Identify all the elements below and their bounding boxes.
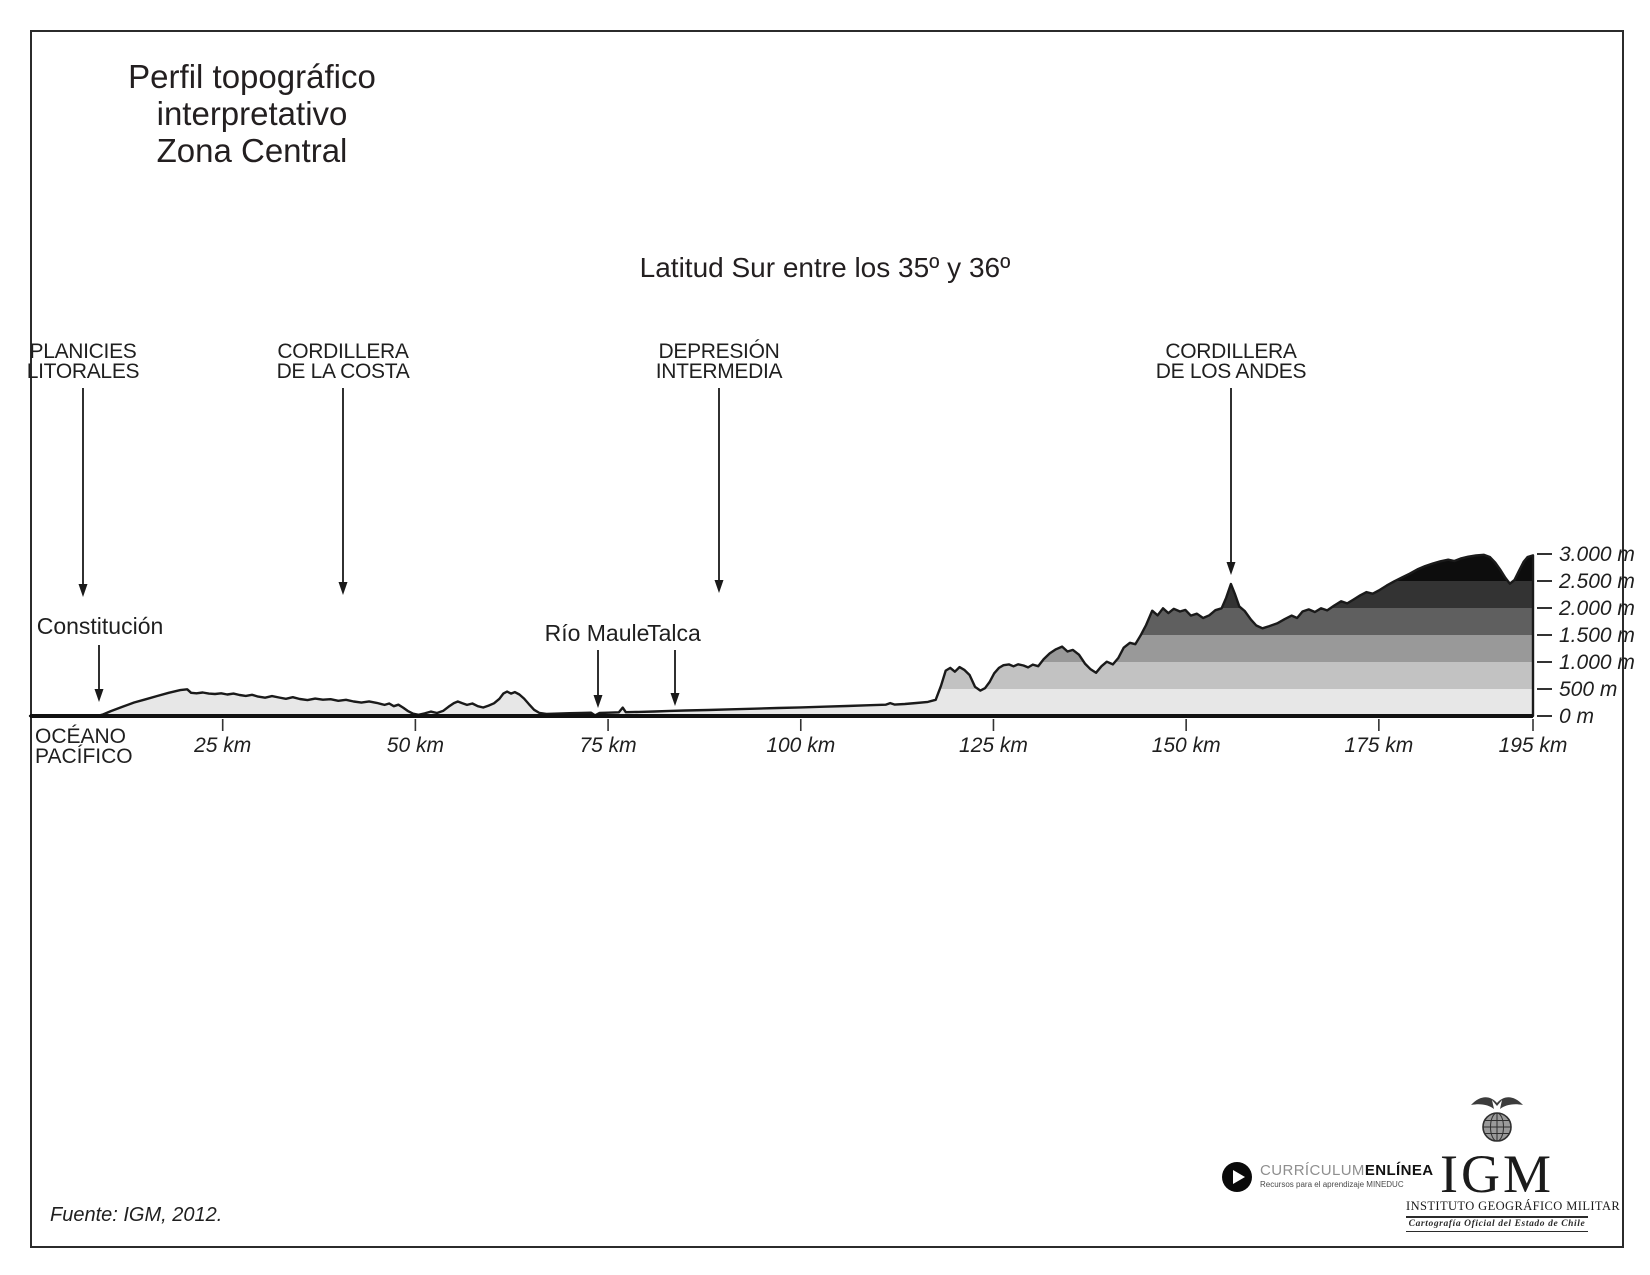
arrow-head-talca bbox=[670, 693, 680, 706]
elevation-bands bbox=[30, 554, 1533, 716]
igm-logo: IGM INSTITUTO GEOGRÁFICO MILITAR Cartogr… bbox=[1406, 1093, 1620, 1232]
place-label-constitucion: Constitución bbox=[36, 613, 164, 639]
arrow-head-rio-maule bbox=[593, 695, 603, 708]
elevation-band-0-500 bbox=[30, 689, 1533, 716]
y-tick-label-0m: 0 m bbox=[1559, 705, 1594, 728]
arrow-head-cordillera-de-la-costa bbox=[338, 582, 348, 595]
elevation-band-2500-3050 bbox=[30, 554, 1533, 581]
place-label-rio-maule: Río Maule bbox=[544, 620, 650, 646]
elevation-band-1500-2000 bbox=[30, 608, 1533, 635]
curriculum-en-linea-wordmark: CURRÍCULUMENLÍNEA bbox=[1260, 1161, 1434, 1179]
arrow-head-cordillera-de-los-andes bbox=[1226, 562, 1236, 575]
region-label-cordillera-de-la-costa: CORDILLERA DE LA COSTA bbox=[276, 340, 410, 383]
chart-subtitle: Latitud Sur entre los 35º y 36º bbox=[639, 252, 1011, 283]
place-label-talca: Talca bbox=[647, 620, 701, 646]
chart-title-line2: Zona Central bbox=[156, 132, 348, 169]
y-tick-label-1500m: 1.500 m bbox=[1559, 624, 1635, 647]
curriculum-en-linea-logo: CURRÍCULUMENLÍNEA Recursos para el apren… bbox=[1222, 1162, 1433, 1192]
x-tick-label-125km: 125 km bbox=[959, 734, 1028, 757]
region-label-depresion-intermedia: DEPRESIÓN INTERMEDIA bbox=[655, 340, 783, 383]
igm-institute-name: INSTITUTO GEOGRÁFICO MILITAR bbox=[1406, 1199, 1620, 1218]
x-tick-label-100km: 100 km bbox=[766, 734, 835, 757]
igm-eagle-globe-icon bbox=[1471, 1097, 1523, 1142]
x-tick-label-25km: 25 km bbox=[193, 734, 251, 757]
y-tick-label-2000m: 2.000 m bbox=[1558, 597, 1635, 620]
region-label-cordillera-de-los-andes: CORDILLERA DE LOS ANDES bbox=[1155, 340, 1307, 383]
igm-tagline: Cartografía Oficial del Estado de Chile bbox=[1406, 1218, 1588, 1232]
chart-title: Perfil topográfico interpretativo Zona C… bbox=[58, 58, 446, 169]
ocean-label: OCÉANO PACÍFICO bbox=[35, 725, 133, 768]
arrow-head-planicies-litorales bbox=[78, 584, 88, 597]
y-tick-label-3000m: 3.000 m bbox=[1559, 543, 1635, 566]
arrow-head-depresion-intermedia bbox=[714, 580, 724, 593]
igm-acronym: IGM bbox=[1440, 1144, 1554, 1204]
x-tick-label-50km: 50 km bbox=[387, 734, 444, 757]
y-tick-label-500m: 500 m bbox=[1559, 678, 1617, 701]
play-circle-icon bbox=[1222, 1162, 1252, 1192]
chart-title-line1: Perfil topográfico interpretativo bbox=[128, 58, 376, 132]
x-tick-label-175km: 175 km bbox=[1344, 734, 1413, 757]
terrain-outline bbox=[28, 553, 1535, 718]
source-note: Fuente: IGM, 2012. bbox=[50, 1204, 223, 1226]
elevation-band-2000-2500 bbox=[30, 581, 1533, 608]
region-label-planicies-litorales: PLANICIES LITORALES bbox=[26, 340, 140, 383]
x-tick-label-195km: 195 km bbox=[1499, 734, 1568, 757]
arrow-head-constitucion bbox=[94, 689, 104, 702]
y-tick-label-2500m: 2.500 m bbox=[1558, 570, 1635, 593]
elevation-band-1000-1500 bbox=[30, 635, 1533, 662]
x-tick-label-150km: 150 km bbox=[1152, 734, 1221, 757]
y-tick-label-1000m: 1.000 m bbox=[1559, 651, 1635, 674]
curriculum-en-linea-tagline: Recursos para el aprendizaje MINEDUC bbox=[1260, 1179, 1404, 1189]
x-tick-label-75km: 75 km bbox=[579, 734, 636, 757]
elevation-band-500-1000 bbox=[30, 662, 1533, 689]
